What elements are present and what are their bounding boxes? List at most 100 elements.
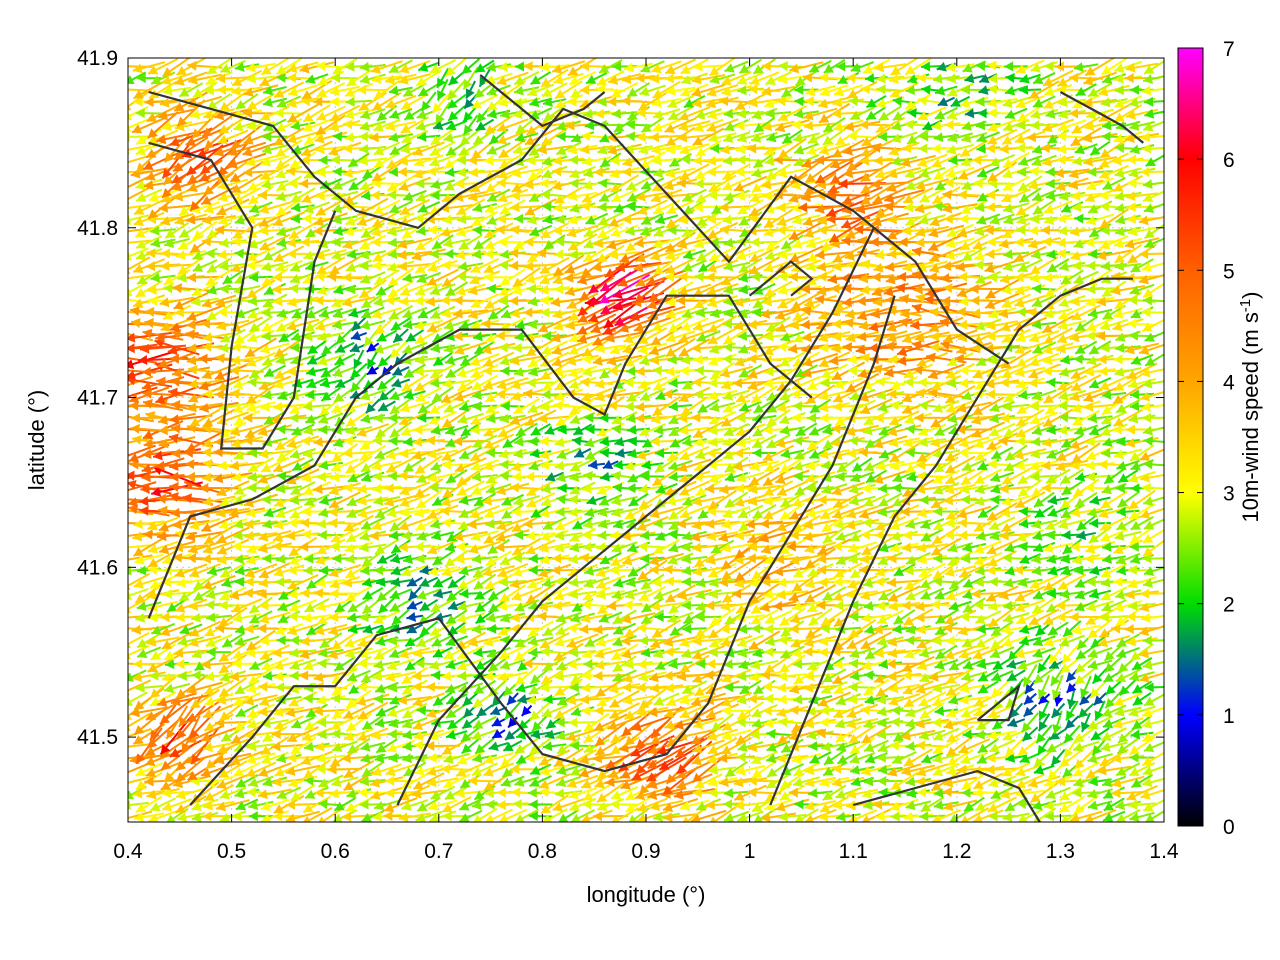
wind-arrow [662,766,699,796]
wind-arrow [946,725,975,743]
wind-arrow [457,261,484,272]
wind-arrow [1017,808,1044,822]
wind-arrow [1104,689,1124,709]
wind-arrow [778,635,807,646]
wind-arrow [580,682,613,693]
wind-arrow [610,799,639,810]
wind-arrow [1139,672,1164,683]
wind-arrow [511,586,542,601]
wind-arrow [594,735,627,756]
wind-arrow [299,61,335,74]
wind-arrow [945,734,975,757]
wind-arrow [144,776,182,787]
wind-arrow [987,796,1017,813]
wind-arrow [556,764,581,776]
wind-arrow [945,704,975,718]
wind-arrow [681,680,708,695]
wind-arrow [765,773,791,789]
wind-arrow [846,800,879,811]
wind-arrow [1142,635,1164,646]
wind-arrow [568,249,597,260]
wind-arrow [360,741,386,752]
wind-arrow [389,588,413,600]
wind-arrow [541,808,568,822]
wind-arrow [473,680,496,695]
wind-arrow [399,784,431,801]
wind-arrow [987,730,1017,741]
wind-arrow [515,683,538,693]
wind-arrow [1131,714,1153,731]
wind-arrow [932,762,960,777]
wind-arrow [809,751,832,764]
wind-arrow [752,504,777,520]
x-tick-label: 1.1 [839,840,868,863]
wind-arrow [1143,459,1164,470]
wind-arrow [313,671,349,683]
wind-arrow [920,796,945,813]
wind-arrow [203,784,235,802]
wind-arrow [290,784,316,802]
wind-arrow [973,772,1004,790]
wind-arrow [149,670,177,681]
wind-arrow [721,705,752,716]
y-tick-label: 41.9 [77,47,118,70]
wind-arrow [129,706,168,718]
wind-arrow [570,809,595,822]
wind-arrow [568,787,597,800]
wind-arrow [1085,759,1115,780]
wind-arrow [541,704,568,718]
wind-arrow [401,716,428,729]
wind-arrow [248,811,273,822]
wind-arrow [430,785,456,800]
wind-arrow [931,809,962,822]
wind-arrow [1051,674,1064,700]
wind-arrow [1132,691,1152,707]
wind-arrow [470,257,500,274]
wind-arrow [1004,444,1028,462]
wind-arrow [776,682,808,693]
wind-arrow [327,764,363,775]
wind-arrow [412,772,445,790]
wind-arrow [303,201,331,214]
wind-arrow [246,741,275,752]
wind-arrow [905,704,932,718]
wind-arrow [1059,784,1085,802]
wind-arrow [133,658,165,669]
wind-arrow [1111,775,1145,788]
wind-arrow [691,750,726,766]
wind-arrow [1142,777,1164,788]
wind-arrow [887,389,922,400]
wind-arrow [246,752,276,765]
wind-arrow [205,745,233,770]
wind-arrow [133,812,165,822]
wind-arrow [331,740,358,753]
wind-arrow [1139,602,1164,613]
wind-arrow [510,377,543,390]
wind-arrow [285,706,321,718]
colorbar-gradient [1177,47,1204,827]
wind-arrow [1077,702,1095,719]
wind-arrow [804,776,837,788]
wind-arrow [245,761,277,778]
wind-arrow [461,715,480,730]
wind-arrow [346,669,371,682]
wind-arrow [932,727,960,741]
wind-arrow [553,702,584,720]
wind-arrow [303,127,330,146]
wind-arrow [316,753,346,764]
wind-arrow [1023,692,1037,706]
wind-arrow [835,725,862,744]
wind-arrow [887,424,922,437]
wind-arrow [1129,752,1155,763]
wind-arrow [975,120,1001,131]
wind-arrow [707,562,737,578]
wind-arrow [1140,401,1164,412]
wind-arrow [453,295,488,306]
wind-arrow [1140,166,1164,177]
wind-arrow [1138,274,1164,285]
wind-arrow [375,704,398,717]
wind-arrow [723,810,750,822]
wind-arrow [371,763,402,777]
wind-arrow [360,668,385,683]
wind-arrow [128,131,150,142]
